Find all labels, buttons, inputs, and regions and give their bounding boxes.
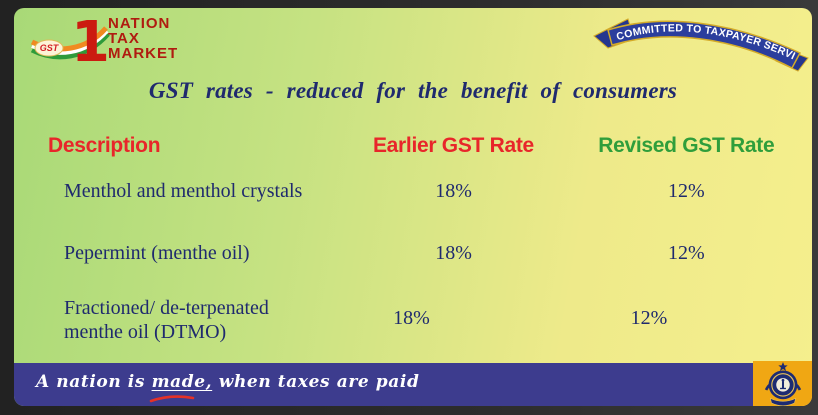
ribbon-band [607,20,802,70]
emblem-gold-ring [770,372,795,397]
emblem-pillar-base [779,387,786,389]
infographic-card: GST 1 NATION TAX MARKET COMMITTED TO TAX… [14,8,812,406]
table-row: Pepermint (menthe oil) 18% 12% [44,241,804,265]
taxpayer-services-ribbon: COMMITTED TO TAXPAYER SERVICES [592,8,809,72]
tagline-bar: A nation is made, when taxes are paid [14,363,753,406]
logo-line-tax: TAX [108,30,140,47]
tagline-highlight: made, [149,372,213,403]
emblem-pillar [781,380,784,388]
table-header-row: Description Earlier GST Rate Revised GST… [44,134,804,158]
table-row: Fractioned/ de-terpenated menthe oil (DT… [44,296,804,344]
gst-badge-text: GST [40,43,60,53]
row-description: Pepermint (menthe oil) [64,242,250,264]
emblem-star [777,361,788,371]
gst-one-nation-logo: GST 1 NATION TAX MARKET [30,10,178,70]
cbic-emblem-icon [764,361,801,406]
page-title: GST rates - reduced for the benefit of c… [148,78,678,103]
red-underline-swoosh-icon [149,395,194,403]
tagline-text: A nation is made, when taxes are paid [36,372,420,403]
row-earlier-rate: 18% [435,180,472,202]
tagline-prefix: A nation is [36,372,152,392]
table-row: Menthol and menthol crystals 18% 12% [44,179,804,203]
row-description: Menthol and menthol crystals [64,180,303,202]
row-earlier-rate: 18% [393,307,430,329]
logo-line-nation: NATION [108,15,170,32]
tagline-suffix: when taxes are paid [212,372,420,392]
logo-numeral-one: 1 [71,10,110,70]
logo-line-market: MARKET [108,45,178,62]
row-revised-rate: 12% [668,180,705,202]
emblem-pillar-capital [781,378,784,382]
col-header-revised-rate: Revised GST Rate [598,134,775,157]
emblem-block [753,361,812,406]
col-header-earlier-rate: Earlier GST Rate [372,134,534,157]
emblem-banner [769,397,796,406]
row-revised-rate: 12% [630,307,668,329]
row-earlier-rate: 18% [435,242,472,264]
row-revised-rate: 12% [668,242,705,264]
gst-badge-oval [34,39,64,57]
row-description: Fractioned/ de-terpenated menthe oil (DT… [64,297,269,343]
col-header-description: Description [48,134,161,157]
